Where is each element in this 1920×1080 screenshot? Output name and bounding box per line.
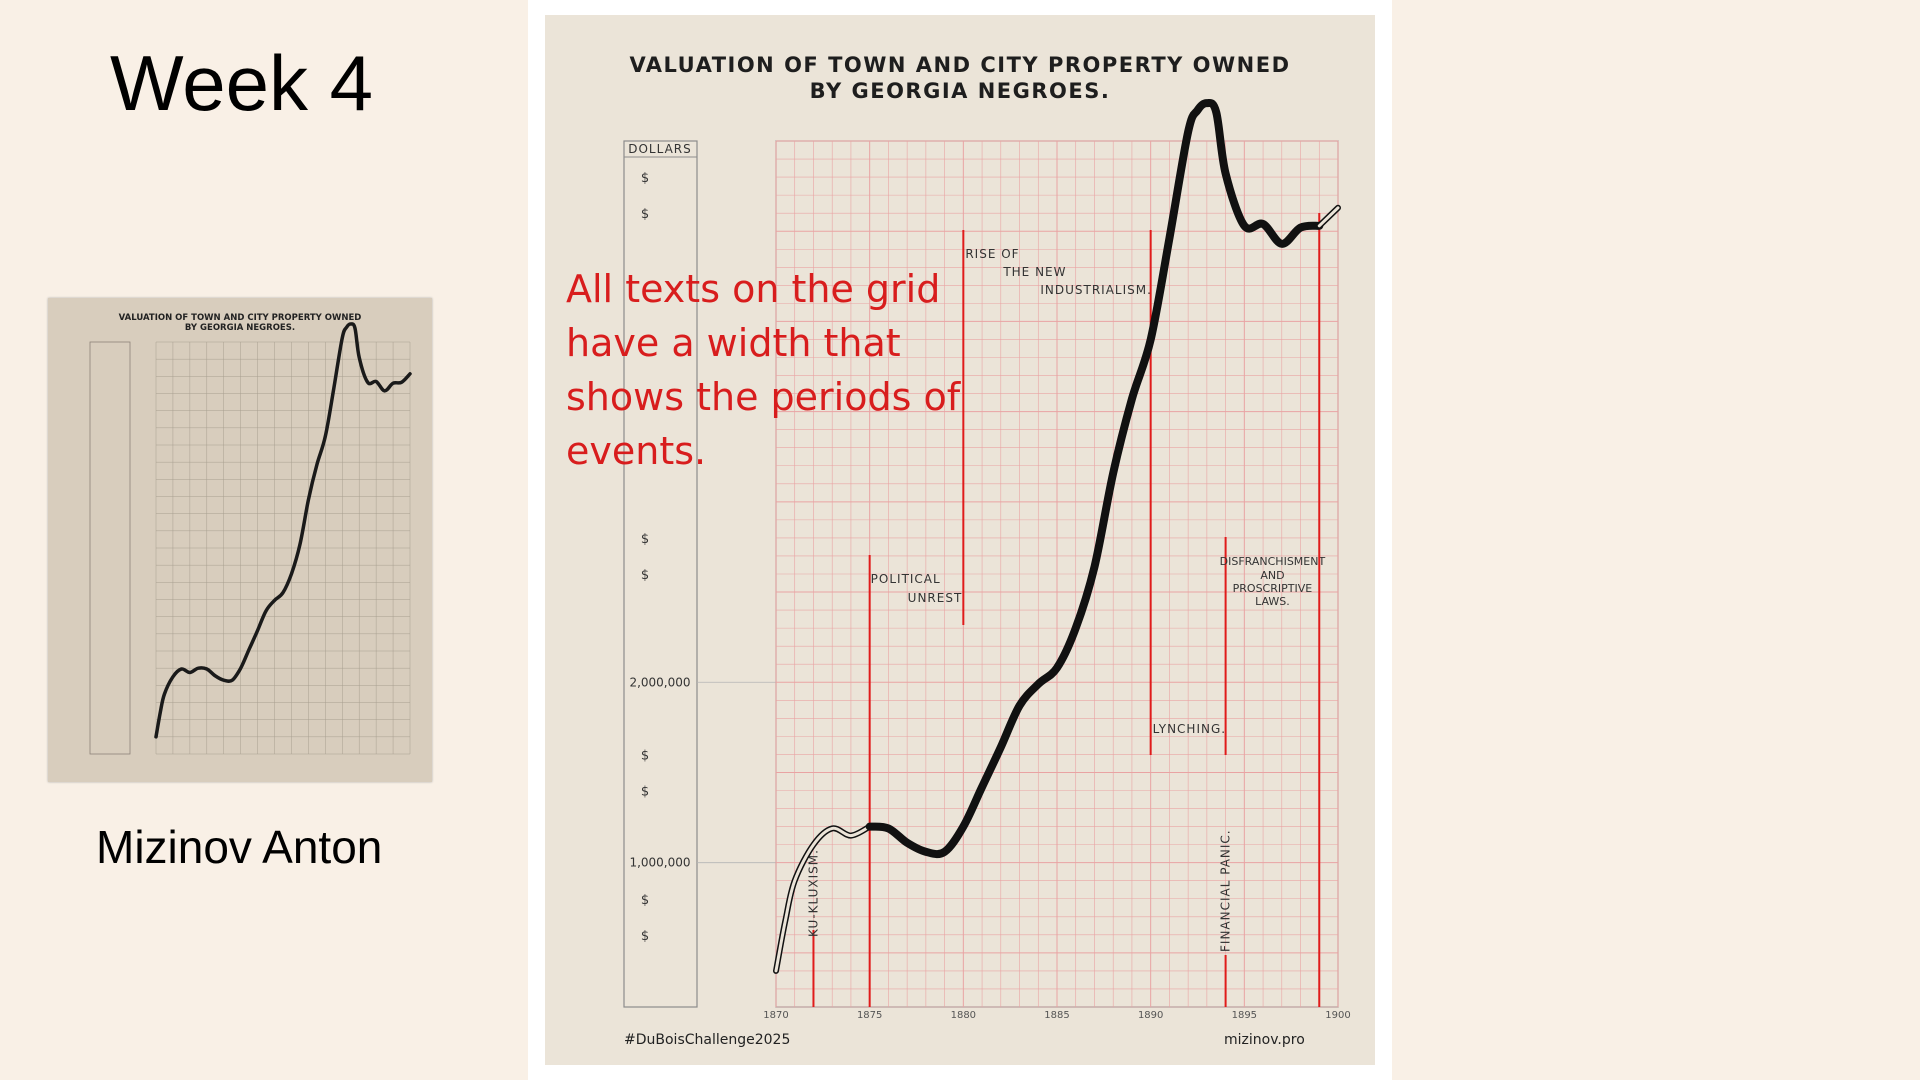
- y-tick-label: 2,000,000: [629, 675, 690, 689]
- author-name: Mizinov Anton: [96, 821, 383, 873]
- hashtag: #DuBoisChallenge2025: [624, 1032, 791, 1048]
- event-label-proscriptive: PROSCRIPTIVE: [1233, 582, 1313, 595]
- website-link[interactable]: mizinov.pro: [1224, 1032, 1305, 1048]
- x-tick-label: 1895: [1232, 1010, 1257, 1021]
- y-axis-label: DOLLARS: [628, 142, 692, 156]
- thumbnail-graphic: VALUATION OF TOWN AND CITY PROPERTY OWNE…: [48, 298, 432, 782]
- x-axis-ticks: 1870 1875 1880 1885 1890 1895 1900: [763, 1010, 1350, 1021]
- y-axis-ticks: 2,000,000 1,000,000 $ $ $ $ $ $ $ $: [629, 171, 776, 944]
- y-dollar-mark: $: [641, 532, 649, 547]
- curve-early-inner: [774, 825, 872, 973]
- week-title: Week 4: [110, 39, 374, 127]
- y-dollar-mark: $: [641, 748, 649, 763]
- x-tick-label: 1870: [763, 1010, 788, 1021]
- event-label-industrialism: INDUSTRIALISM.: [1040, 283, 1152, 297]
- event-label-the-new: THE NEW: [1002, 265, 1066, 279]
- valuation-curve-group: [773, 98, 1341, 974]
- y-dollar-mark: $: [641, 785, 649, 800]
- y-dollar-mark: $: [641, 929, 649, 944]
- y-dollar-mark: $: [641, 207, 649, 222]
- event-lines: KU-KLUXISM. POLITICAL UNREST RISE OF THE NEW…: [806, 213, 1325, 1007]
- thumb-y-box: [89, 341, 131, 755]
- event-label-lynching: LYNCHING.: [1153, 722, 1226, 736]
- y-axis-box: [623, 140, 698, 1008]
- event-label-and: AND: [1260, 569, 1284, 582]
- chart-title-line2: BY GEORGIA NEGROES.: [810, 79, 1111, 103]
- annotation-text: All texts on the grid have a width that …: [566, 267, 961, 473]
- event-label-unrest: UNREST: [908, 591, 963, 605]
- x-tick-label: 1890: [1138, 1010, 1163, 1021]
- event-label-disfranchisment: DISFRANCHISMENT: [1220, 555, 1326, 568]
- event-label-financial-panic: FINANCIAL PANIC.: [1219, 829, 1233, 952]
- poster: [545, 15, 1375, 1065]
- event-label-ku-kluxism: KU-KLUXISM.: [806, 849, 820, 937]
- x-tick-label: 1875: [857, 1010, 882, 1021]
- y-tick-label: 1,000,000: [629, 856, 690, 870]
- thumbnail-grid: [89, 341, 411, 755]
- y-dollar-mark: $: [641, 893, 649, 908]
- thumbnail-title-line2: BY GEORGIA NEGROES.: [185, 323, 295, 333]
- chart-title-line1: VALUATION OF TOWN AND CITY PROPERTY OWNE…: [629, 53, 1290, 77]
- original-plate-thumbnail: VALUATION OF TOWN AND CITY PROPERTY OWNE…: [48, 298, 432, 782]
- x-tick-label: 1900: [1325, 1010, 1350, 1021]
- x-tick-label: 1885: [1044, 1010, 1069, 1021]
- y-dollar-mark: $: [641, 171, 649, 186]
- curve-main: [865, 98, 1324, 859]
- thumbnail-title-line1: VALUATION OF TOWN AND CITY PROPERTY OWNE…: [119, 313, 362, 323]
- event-label-rise-of: RISE OF: [965, 247, 1019, 261]
- y-dollar-mark: $: [641, 568, 649, 583]
- event-label-political: POLITICAL: [871, 572, 941, 586]
- event-label-laws: LAWS.: [1255, 595, 1290, 608]
- curve-late-inner: [1317, 206, 1340, 228]
- thumbnail-curve: [154, 322, 412, 739]
- x-tick-label: 1880: [951, 1010, 976, 1021]
